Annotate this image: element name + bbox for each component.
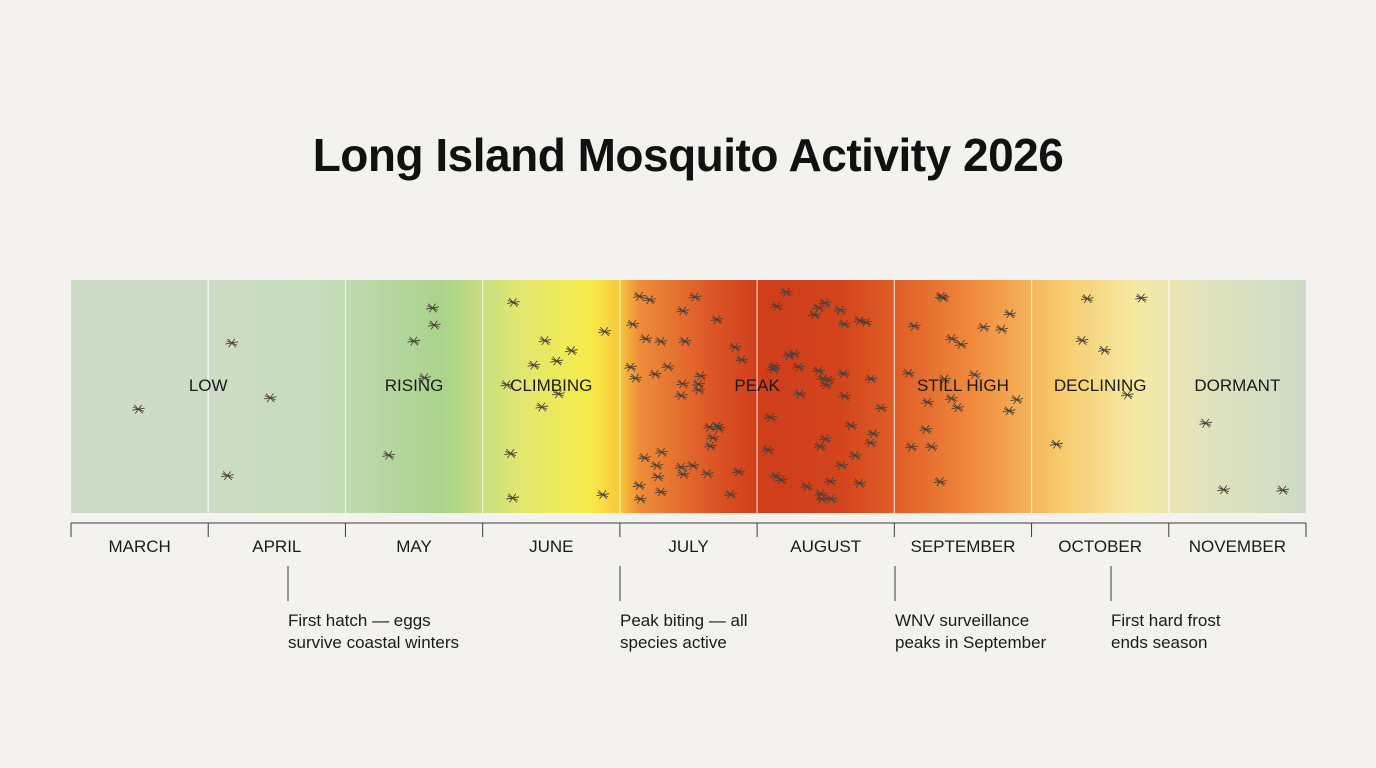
level-label: LOW: [189, 376, 228, 395]
annotation-text: survive coastal winters: [288, 633, 459, 652]
month-dividers: [207, 280, 1170, 513]
annotations: First hatch — eggs survive coastal winter…: [287, 566, 1221, 652]
level-label: PEAK: [734, 376, 780, 395]
level-label: CLIMBING: [510, 376, 592, 395]
annotation-text: First hard frost: [1111, 611, 1221, 630]
month-label: AUGUST: [790, 537, 861, 556]
activity-band: [71, 280, 1306, 513]
month-label: NOVEMBER: [1189, 537, 1286, 556]
month-label: MAY: [396, 537, 432, 556]
annotation-text: species active: [620, 633, 727, 652]
level-label: STILL HIGH: [917, 376, 1009, 395]
level-labels: LOW RISING CLIMBING PEAK STILL HIGH DECLINING…: [189, 376, 1281, 395]
annotation-text: Peak biting — all: [620, 611, 748, 630]
annotation: First hard frost ends season: [1110, 566, 1221, 652]
month-label: SEPTEMBER: [911, 537, 1016, 556]
month-label: APRIL: [252, 537, 301, 556]
page-title: Long Island Mosquito Activity 2026: [312, 129, 1064, 181]
annotation-text: ends season: [1111, 633, 1207, 652]
month-label: MARCH: [108, 537, 170, 556]
annotation-text: First hatch — eggs: [288, 611, 431, 630]
month-label: JULY: [668, 537, 708, 556]
annotation: First hatch — eggs survive coastal winter…: [287, 566, 459, 652]
annotation-text: WNV surveillance: [895, 611, 1029, 630]
annotation: WNV surveillance peaks in September: [894, 566, 1047, 652]
level-label: RISING: [385, 376, 444, 395]
level-label: DECLINING: [1054, 376, 1147, 395]
annotation-text: peaks in September: [895, 633, 1047, 652]
annotation: Peak biting — all species active: [619, 566, 748, 652]
month-axis: MARCH APRIL MAY JUNE JULY AUGUST SEPTEMBER OCTO…: [70, 522, 1307, 556]
level-label: DORMANT: [1194, 376, 1280, 395]
month-label: JUNE: [529, 537, 573, 556]
month-label: OCTOBER: [1058, 537, 1142, 556]
